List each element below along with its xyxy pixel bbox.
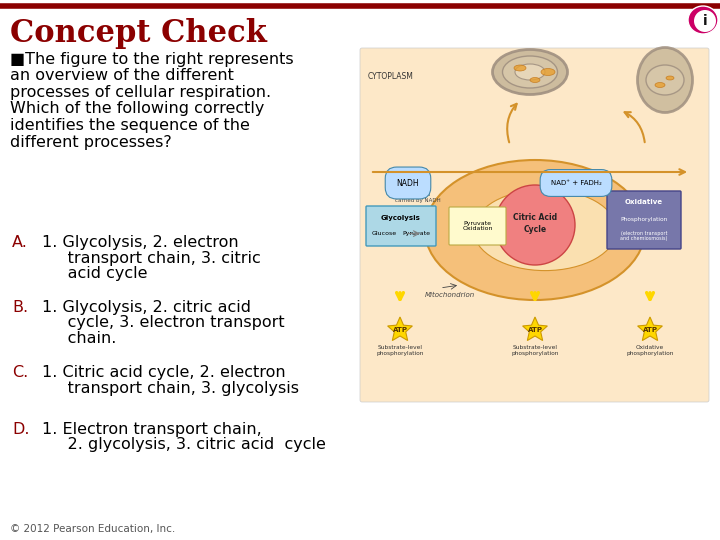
Text: 1. Glycolysis, 2. citric acid: 1. Glycolysis, 2. citric acid <box>42 300 251 315</box>
Text: Cycle: Cycle <box>523 226 546 234</box>
Text: Electrons
carried by NADH: Electrons carried by NADH <box>395 192 441 203</box>
Text: an overview of the different: an overview of the different <box>10 69 234 84</box>
Text: ■The figure to the right represents: ■The figure to the right represents <box>10 52 294 67</box>
Text: 2. glycolysis, 3. citric acid  cycle: 2. glycolysis, 3. citric acid cycle <box>42 437 326 453</box>
Ellipse shape <box>646 65 684 95</box>
Text: Phosphorylation: Phosphorylation <box>621 218 667 222</box>
Circle shape <box>495 185 575 265</box>
FancyBboxPatch shape <box>366 206 436 246</box>
Ellipse shape <box>515 64 545 80</box>
Text: Citric Acid: Citric Acid <box>513 213 557 222</box>
Text: 1. Electron transport chain,: 1. Electron transport chain, <box>42 422 262 437</box>
Ellipse shape <box>514 65 526 71</box>
Text: ATP: ATP <box>642 327 657 333</box>
Ellipse shape <box>503 56 557 88</box>
Text: CYTOPLASM: CYTOPLASM <box>368 72 414 81</box>
Text: Glycolysis: Glycolysis <box>381 215 421 221</box>
Text: transport chain, 3. citric: transport chain, 3. citric <box>42 251 261 266</box>
FancyBboxPatch shape <box>607 191 681 249</box>
Ellipse shape <box>425 160 645 300</box>
FancyBboxPatch shape <box>449 207 506 245</box>
Text: Pyruvate: Pyruvate <box>402 231 430 236</box>
Ellipse shape <box>688 6 718 34</box>
Text: identifies the sequence of the: identifies the sequence of the <box>10 118 250 133</box>
Text: acid cycle: acid cycle <box>42 266 148 281</box>
Text: 1. Citric acid cycle, 2. electron: 1. Citric acid cycle, 2. electron <box>42 365 286 380</box>
Text: © 2012 Pearson Education, Inc.: © 2012 Pearson Education, Inc. <box>10 524 175 534</box>
Polygon shape <box>523 317 547 341</box>
Text: C.: C. <box>12 365 28 380</box>
Text: cycle, 3. electron transport: cycle, 3. electron transport <box>42 315 284 330</box>
Text: transport chain, 3. glycolysis: transport chain, 3. glycolysis <box>42 381 299 395</box>
Text: Concept Check: Concept Check <box>10 18 267 49</box>
Text: NAD⁺ + FADH₂: NAD⁺ + FADH₂ <box>551 180 601 186</box>
Ellipse shape <box>666 76 674 80</box>
Ellipse shape <box>492 50 567 94</box>
Text: ATP: ATP <box>528 327 542 333</box>
Ellipse shape <box>530 78 540 83</box>
FancyBboxPatch shape <box>360 48 709 402</box>
Ellipse shape <box>637 48 693 112</box>
Ellipse shape <box>655 83 665 87</box>
Polygon shape <box>387 317 413 341</box>
Text: NADH: NADH <box>397 179 419 187</box>
Text: chain.: chain. <box>42 331 117 346</box>
Circle shape <box>694 10 716 32</box>
Text: Oxidative: Oxidative <box>625 199 663 205</box>
Text: D.: D. <box>12 422 30 437</box>
Text: different processes?: different processes? <box>10 134 172 150</box>
Text: ATP: ATP <box>392 327 408 333</box>
Text: (electron transport
and chemiosmosis): (electron transport and chemiosmosis) <box>621 231 667 241</box>
Polygon shape <box>638 317 662 341</box>
Ellipse shape <box>541 69 555 76</box>
Text: Which of the following correctly: Which of the following correctly <box>10 102 264 117</box>
Ellipse shape <box>474 190 616 271</box>
Text: A.: A. <box>12 235 28 250</box>
Text: 1. Glycolysis, 2. electron: 1. Glycolysis, 2. electron <box>42 235 238 250</box>
Text: Oxidative
phosphorylation: Oxidative phosphorylation <box>626 345 674 356</box>
Text: Pyruvate
Oxidation: Pyruvate Oxidation <box>462 221 492 232</box>
Text: Mitochondrion: Mitochondrion <box>425 292 475 298</box>
Text: Substrate-level
phosphorylation: Substrate-level phosphorylation <box>377 345 423 356</box>
Text: B.: B. <box>12 300 28 315</box>
Text: Substrate-level
phosphorylation: Substrate-level phosphorylation <box>511 345 559 356</box>
Text: processes of cellular respiration.: processes of cellular respiration. <box>10 85 271 100</box>
Text: Glucose: Glucose <box>372 231 397 236</box>
Text: i: i <box>703 14 707 28</box>
